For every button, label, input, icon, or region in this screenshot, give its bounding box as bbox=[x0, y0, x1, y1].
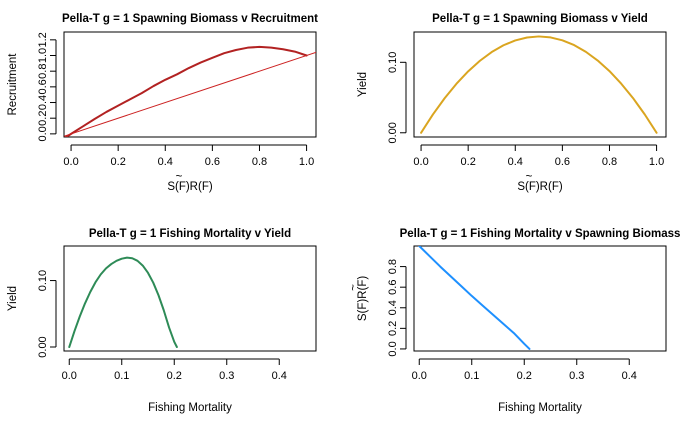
x-tick-label: 1.0 bbox=[299, 156, 314, 168]
x-tick-label: 0.2 bbox=[461, 156, 476, 168]
x-axis-label: Fishing Mortality bbox=[148, 402, 232, 414]
y-tick-label: 0.4 bbox=[387, 300, 399, 315]
chart-title: Pella-T g = 1 Fishing Mortality v Spawni… bbox=[400, 228, 681, 240]
x-tick-label: 0.8 bbox=[602, 156, 617, 168]
y-tick-label: 0.4 bbox=[37, 95, 49, 110]
chart-panel-1: Pella-T g = 1 Spawning Biomass v Recruit… bbox=[7, 13, 318, 193]
x-tick-label: 0.0 bbox=[63, 156, 78, 168]
series-line-1 bbox=[418, 246, 531, 350]
x-tick-label: 0.2 bbox=[517, 370, 532, 382]
y-tick-label: 0.6 bbox=[37, 79, 49, 94]
x-tick-label: 0.2 bbox=[167, 370, 182, 382]
x-tick-label: 0.3 bbox=[569, 370, 584, 382]
y-tick-label: 0.10 bbox=[37, 270, 49, 291]
x-tick-label: 1.0 bbox=[649, 156, 664, 168]
series-line-1 bbox=[68, 256, 178, 349]
x-tick-label: 0.0 bbox=[413, 156, 428, 168]
plot-frame bbox=[63, 245, 317, 352]
x-tick-label: 0.6 bbox=[205, 156, 220, 168]
x-axis-label: S(F)R(F) bbox=[167, 181, 213, 193]
chart-panel-2: Pella-T g = 1 Spawning Biomass v Yield 0.… bbox=[357, 13, 667, 193]
series-line-2 bbox=[64, 51, 316, 137]
x-tick-label: 0.8 bbox=[252, 156, 267, 168]
y-tick-label: 0.00 bbox=[37, 336, 49, 357]
chart-title: Pella-T g = 1 Spawning Biomass v Recruit… bbox=[62, 13, 318, 25]
y-tick-label: 0.2 bbox=[387, 321, 399, 336]
x-tick-label: 0.6 bbox=[555, 156, 570, 168]
y-tick-label: 1.2 bbox=[37, 32, 49, 47]
y-tick-label: 0.6 bbox=[387, 280, 399, 295]
y-axis-label-tilde: ~ bbox=[348, 284, 360, 291]
y-tick-label: 0.0 bbox=[387, 341, 399, 356]
x-axis-label: S(F)R(F) bbox=[517, 181, 563, 193]
x-axis-label-tilde: ~ bbox=[176, 171, 183, 183]
y-tick-label: 0.10 bbox=[387, 52, 399, 73]
chart-title: Pella-T g = 1 Fishing Mortality v Yield bbox=[89, 228, 291, 240]
x-tick-label: 0.4 bbox=[508, 156, 523, 168]
y-axis-label: S(F)R(F) bbox=[357, 276, 369, 322]
x-tick-label: 0.0 bbox=[62, 370, 77, 382]
x-axis-label: Fishing Mortality bbox=[498, 402, 582, 414]
series-line-1 bbox=[65, 45, 308, 137]
y-tick-label: 0.00 bbox=[387, 122, 399, 143]
plot-frame bbox=[413, 245, 667, 352]
series-line-1 bbox=[420, 35, 658, 134]
chart-title: Pella-T g = 1 Spawning Biomass v Yield bbox=[432, 13, 648, 25]
x-tick-label: 0.3 bbox=[219, 370, 234, 382]
x-axis-label-tilde: ~ bbox=[526, 171, 533, 183]
y-tick-label: 0.2 bbox=[37, 111, 49, 126]
y-tick-label: 1.0 bbox=[37, 48, 49, 63]
y-axis-label: Yield bbox=[357, 72, 369, 97]
y-tick-label: 0.8 bbox=[387, 259, 399, 274]
chart-panel-3: Pella-T g = 1 Fishing Mortality v Yield 0… bbox=[7, 228, 317, 414]
y-tick-label: 0.0 bbox=[37, 126, 49, 141]
x-tick-label: 0.2 bbox=[111, 156, 126, 168]
x-tick-label: 0.4 bbox=[622, 370, 637, 382]
x-tick-label: 0.1 bbox=[464, 370, 479, 382]
x-tick-label: 0.4 bbox=[158, 156, 173, 168]
y-tick-label: 0.8 bbox=[37, 64, 49, 79]
y-axis-label: Yield bbox=[7, 286, 19, 311]
plot-frame bbox=[63, 31, 317, 138]
y-axis-label: Recruitment bbox=[7, 53, 19, 116]
x-tick-label: 0.4 bbox=[272, 370, 287, 382]
x-tick-label: 0.0 bbox=[412, 370, 427, 382]
plot-frame bbox=[413, 31, 667, 138]
x-tick-label: 0.1 bbox=[114, 370, 129, 382]
chart-panel-4: Pella-T g = 1 Fishing Mortality v Spawni… bbox=[348, 228, 680, 414]
